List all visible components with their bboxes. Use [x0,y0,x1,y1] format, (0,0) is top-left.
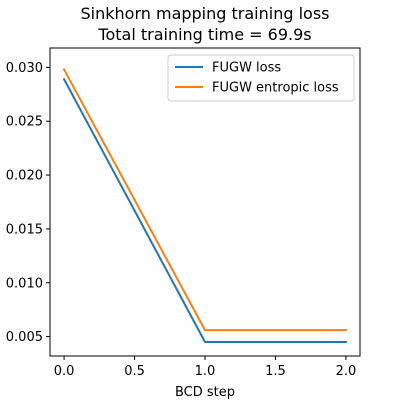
y-axis-ticks: 0.005 0.010 0.015 0.020 0.025 0.030 [6,61,50,345]
plot-area-frame [49,47,361,357]
legend-label: FUGW entropic loss [212,81,339,96]
x-tick-label: 0.0 [54,364,75,379]
chart-title-line-2: Total training time = 69.9s [97,25,311,44]
legend: FUGW loss FUGW entropic loss [167,54,355,102]
y-tick-label: 0.025 [6,115,43,130]
y-tick-label: 0.005 [6,330,43,345]
y-tick-label: 0.020 [6,169,43,184]
y-tick-label: 0.030 [6,61,43,76]
x-tick-label: 0.5 [124,364,145,379]
series-line-fugw-loss [62,77,347,343]
x-axis-ticks: 0.0 0.5 1.0 1.5 2.0 [54,356,357,379]
y-tick-label: 0.015 [6,222,43,237]
plot-lines [62,68,347,343]
chart-title-line-1: Sinkhorn mapping training loss [81,4,330,23]
y-tick-label: 0.010 [6,276,43,291]
legend-label: FUGW loss [212,61,281,76]
x-tick-label: 1.0 [195,364,216,379]
x-axis-label: BCD step [175,385,235,400]
x-tick-label: 1.5 [265,364,286,379]
series-line-fugw-entropic-loss [62,68,347,332]
x-tick-label: 2.0 [336,364,357,379]
legend-box [167,54,355,102]
